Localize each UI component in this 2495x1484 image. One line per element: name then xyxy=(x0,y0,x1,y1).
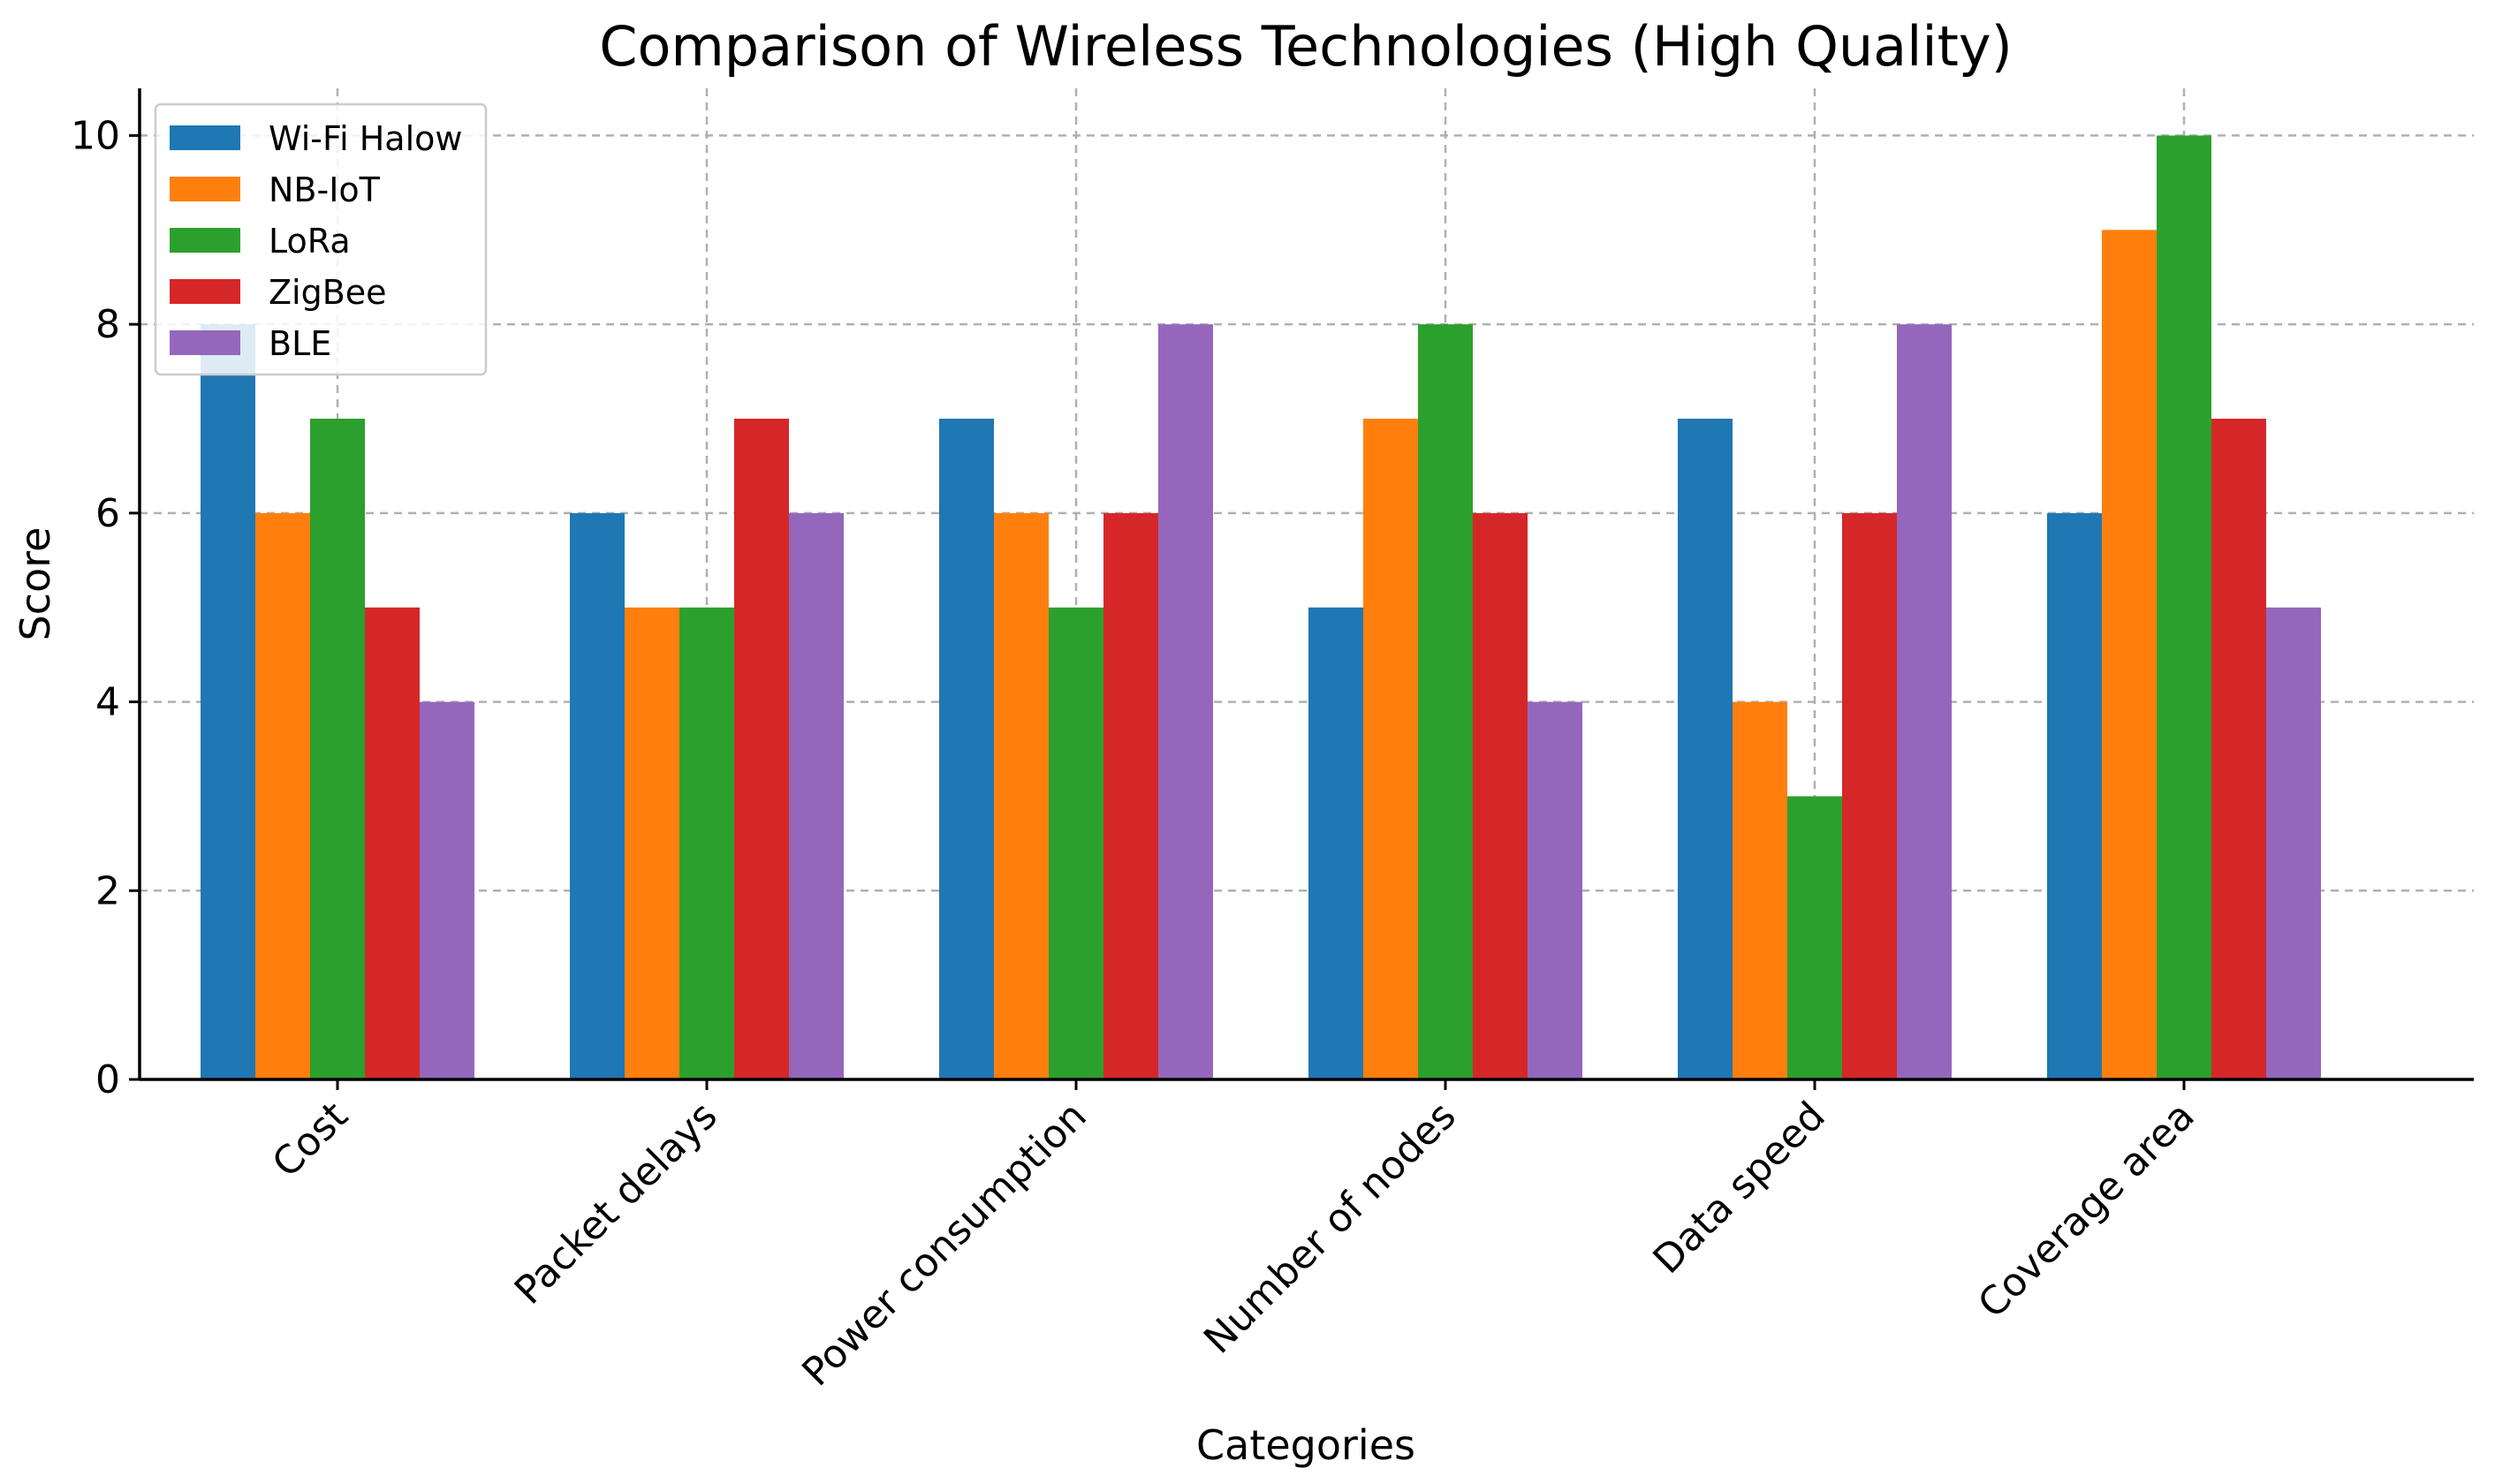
y-tick-label: 10 xyxy=(71,113,120,158)
bar-zigbee-coverage-area xyxy=(2211,419,2266,1079)
x-ticks: Cost Packet delays Power consumption Number… xyxy=(264,1079,2203,1395)
legend-swatch-zigbee xyxy=(170,279,240,304)
bar-nb-iot-packet-delays xyxy=(625,607,679,1079)
bar-nb-iot-cost xyxy=(255,512,310,1079)
legend-label-lora: LoRa xyxy=(269,222,351,261)
bar-wi-fi-halow-cost xyxy=(201,324,255,1080)
bar-zigbee-packet-delays xyxy=(734,419,789,1079)
bar-lora-number-of-nodes xyxy=(1418,324,1473,1080)
legend-box xyxy=(154,102,488,376)
x-tick-label: Cost xyxy=(264,1094,357,1186)
y-tick-label: 6 xyxy=(95,491,120,536)
legend-swatch-wi-fi-halow xyxy=(170,125,240,150)
bar-ble-packet-delays xyxy=(789,512,844,1079)
bar-nb-iot-power-consumption xyxy=(994,512,1049,1079)
bar-nb-iot-number-of-nodes xyxy=(1363,419,1418,1079)
bar-zigbee-power-consumption xyxy=(1103,512,1158,1079)
y-tick-label: 8 xyxy=(95,302,120,347)
legend-swatch-nb-iot xyxy=(170,177,240,201)
x-tick-label: Coverage area xyxy=(1969,1094,2203,1327)
bar-wi-fi-halow-number-of-nodes xyxy=(1308,607,1363,1079)
bar-lora-data-speed xyxy=(1787,796,1842,1079)
legend-swatch-lora xyxy=(170,228,240,253)
legend-label-nb-iot: NB-IoT xyxy=(269,170,381,209)
legend: Wi-Fi Halow NB-IoT LoRa ZigBee BLE xyxy=(154,102,488,376)
bar-lora-packet-delays xyxy=(679,607,734,1079)
bar-ble-data-speed xyxy=(1897,324,1952,1080)
legend-label-wi-fi-halow: Wi-Fi Halow xyxy=(269,119,462,158)
x-tick-label: Data speed xyxy=(1645,1094,1834,1283)
bar-wi-fi-halow-data-speed xyxy=(1678,419,1733,1079)
bar-zigbee-number-of-nodes xyxy=(1473,512,1528,1079)
y-tick-label: 2 xyxy=(95,868,120,913)
axes xyxy=(138,88,2474,1081)
bar-wi-fi-halow-coverage-area xyxy=(2047,512,2102,1079)
legend-label-zigbee: ZigBee xyxy=(269,273,387,312)
x-tick-label: Packet delays xyxy=(506,1094,726,1314)
bar-zigbee-data-speed xyxy=(1842,512,1897,1079)
y-tick-label: 0 xyxy=(95,1057,120,1102)
x-tick-label: Power consumption xyxy=(793,1094,1095,1395)
y-ticks: 0 2 4 6 8 10 xyxy=(71,113,140,1102)
chart-title: Comparison of Wireless Technologies (Hig… xyxy=(599,14,2013,79)
bar-ble-cost xyxy=(420,701,474,1079)
bar-ble-coverage-area xyxy=(2266,607,2321,1079)
bar-lora-cost xyxy=(310,419,365,1079)
legend-label-ble: BLE xyxy=(269,324,331,363)
legend-swatch-ble xyxy=(170,330,240,355)
bar-wi-fi-halow-power-consumption xyxy=(939,419,994,1079)
bar-wi-fi-halow-packet-delays xyxy=(570,512,625,1079)
bar-zigbee-cost xyxy=(365,607,420,1079)
x-axis-label: Categories xyxy=(1196,1421,1415,1469)
bar-ble-number-of-nodes xyxy=(1528,701,1582,1079)
bar-ble-power-consumption xyxy=(1158,324,1213,1080)
bar-lora-power-consumption xyxy=(1049,607,1103,1079)
y-axis-label: Score xyxy=(11,527,59,641)
bar-nb-iot-data-speed xyxy=(1733,701,1787,1079)
x-tick-label: Number of nodes xyxy=(1195,1094,1465,1363)
bar-lora-coverage-area xyxy=(2157,135,2211,1079)
bars xyxy=(201,135,2321,1080)
bar-nb-iot-coverage-area xyxy=(2102,230,2157,1079)
y-tick-label: 4 xyxy=(95,680,120,725)
